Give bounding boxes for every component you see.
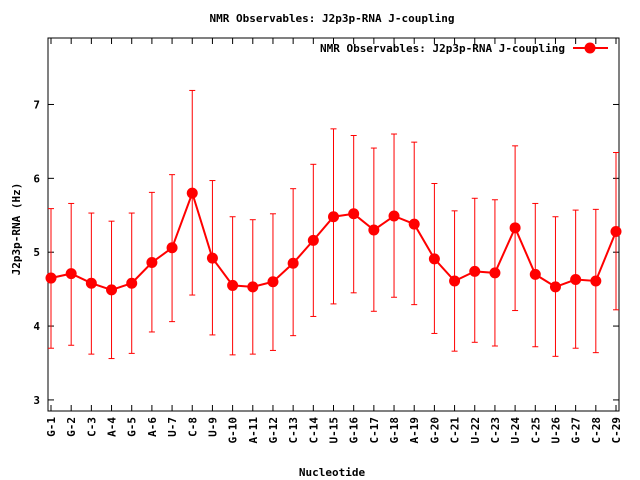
- data-point: [348, 208, 360, 220]
- x-tick-label: C-8: [186, 417, 199, 437]
- x-axis-label: Nucleotide: [299, 466, 366, 479]
- data-point: [186, 187, 198, 199]
- data-point: [146, 257, 158, 269]
- data-point: [45, 272, 57, 284]
- data-point: [206, 252, 218, 264]
- data-point: [469, 265, 481, 277]
- y-tick-label: 7: [33, 98, 40, 111]
- x-tick-label: U-9: [206, 417, 219, 437]
- data-point: [408, 218, 420, 230]
- data-point: [590, 275, 602, 287]
- x-tick-label: U-24: [509, 417, 522, 444]
- data-point: [570, 274, 582, 286]
- x-tick-label: G-18: [388, 417, 401, 444]
- x-tick-label: G-5: [126, 417, 139, 437]
- data-point: [489, 267, 501, 279]
- x-tick-label: G-10: [227, 417, 240, 444]
- x-tick-label: C-17: [368, 417, 381, 444]
- data-point: [227, 279, 239, 291]
- data-point: [307, 234, 319, 246]
- x-tick-label: U-7: [166, 417, 179, 437]
- x-tick-label: G-27: [570, 417, 583, 444]
- y-tick-label: 3: [33, 394, 40, 407]
- x-tick-label: C-21: [449, 417, 462, 444]
- data-point: [267, 276, 279, 288]
- y-tick-label: 4: [33, 320, 40, 333]
- x-tick-label: G-16: [348, 417, 361, 444]
- x-tick-label: C-28: [590, 417, 603, 444]
- x-tick-label: U-26: [549, 417, 562, 444]
- legend: NMR Observables: J2p3p-RNA J-coupling: [320, 42, 608, 55]
- data-point: [328, 211, 339, 223]
- data-point: [65, 268, 77, 280]
- data-point: [247, 281, 259, 293]
- data-point: [549, 281, 561, 293]
- data-point: [166, 242, 178, 254]
- data-point: [287, 257, 299, 269]
- x-tick-label: C-14: [307, 417, 320, 444]
- data-point: [368, 224, 380, 236]
- data-point: [388, 210, 400, 222]
- x-tick-label: C-3: [85, 417, 98, 437]
- x-tick-label: C-13: [287, 417, 300, 444]
- legend-marker: [584, 42, 596, 54]
- x-tick-label: G-2: [65, 417, 78, 437]
- x-tick-label: G-1: [45, 417, 58, 437]
- legend-label: NMR Observables: J2p3p-RNA J-coupling: [320, 42, 565, 55]
- data-point: [449, 275, 461, 287]
- x-tick-label: A-11: [247, 417, 260, 444]
- data-point: [610, 226, 622, 238]
- y-tick-label: 5: [33, 246, 40, 259]
- x-tick-label: A-4: [106, 417, 119, 437]
- data-point: [529, 268, 541, 280]
- data-point: [428, 253, 440, 265]
- x-tick-label: A-19: [408, 417, 421, 444]
- data-point: [509, 222, 521, 234]
- data-point: [126, 277, 138, 289]
- x-tick-label: C-29: [610, 417, 623, 444]
- x-tick-label: G-12: [267, 417, 280, 444]
- x-tick-label: U-15: [328, 417, 341, 444]
- x-tick-label: U-22: [469, 417, 482, 444]
- x-tick-label: C-25: [529, 417, 542, 444]
- x-tick-label: C-23: [489, 417, 502, 444]
- x-tick-label: G-20: [428, 417, 441, 444]
- data-point: [85, 277, 97, 289]
- x-tick-label: A-6: [146, 417, 159, 437]
- plot-area: 3 4 5 6 7 G-1 G-2 C-3 A-4 G-5 A-6 U-7 C-8 U-9 G-10 A-11…: [33, 37, 623, 444]
- chart-title: NMR Observables: J2p3p-RNA J-coupling: [209, 12, 454, 25]
- y-tick-label: 6: [33, 172, 40, 185]
- data-point: [106, 284, 118, 296]
- y-axis-label: J2p3p-RNA (Hz): [10, 183, 23, 276]
